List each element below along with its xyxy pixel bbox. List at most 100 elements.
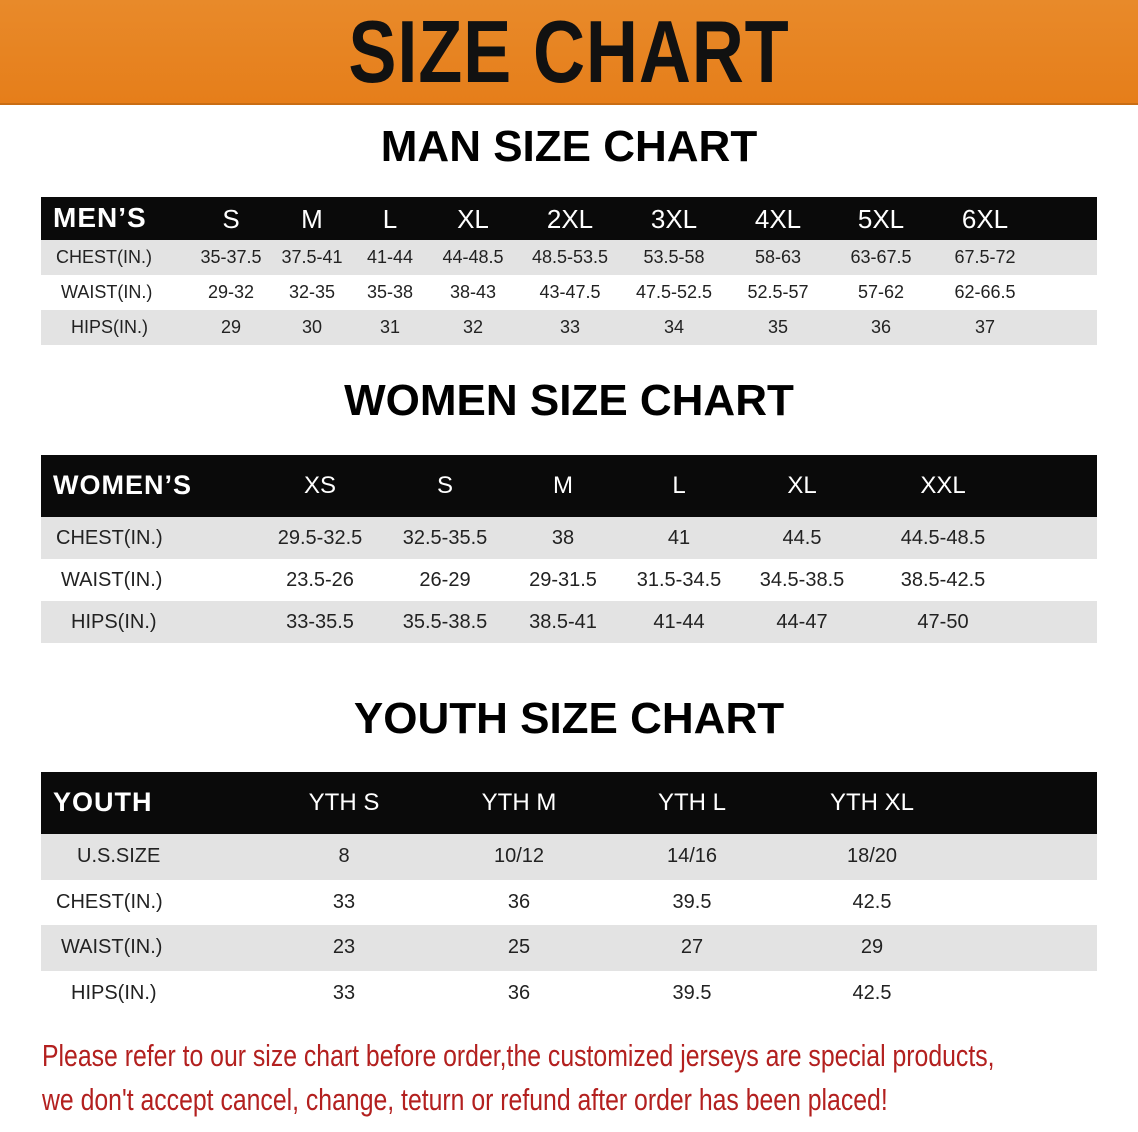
table-cell: 33 [559, 317, 581, 338]
table-cell: 34.5-38.5 [759, 568, 845, 591]
size-header: 3XL [650, 203, 698, 234]
table-cell: 14/16 [666, 845, 718, 868]
table-cell: 32-35 [288, 282, 336, 303]
table-row: HIPS(IN.) 33 36 39.5 42.5 [41, 971, 1097, 1017]
table-cell: 63-67.5 [850, 247, 912, 268]
row-label: CHEST(IN.) [56, 526, 163, 549]
table-row: CHEST(IN.) 33 36 39.5 42.5 [41, 880, 1097, 926]
table-cell: 57-62 [857, 282, 905, 303]
row-label: CHEST(IN.) [56, 247, 152, 268]
table-cell: 44-47 [776, 610, 828, 633]
table-cell: 35 [767, 317, 789, 338]
banner: SIZE CHART [0, 0, 1138, 105]
header-label: MEN’S [53, 202, 147, 234]
table-cell: 42.5 [852, 890, 892, 913]
table-cell: 32 [462, 317, 484, 338]
table-cell: 33 [332, 890, 356, 913]
table-row: U.S.SIZE 8 10/12 14/16 18/20 [41, 834, 1097, 880]
table-cell: 35-37.5 [200, 247, 262, 268]
size-header: 5XL [857, 203, 905, 234]
men-header-row: MEN’S S M L XL 2XL 3XL 4XL 5XL 6XL [41, 197, 1097, 240]
table-cell: 37 [974, 317, 996, 338]
table-cell: 29 [860, 936, 884, 959]
size-header: YTH M [481, 789, 557, 817]
table-cell: 47.5-52.5 [635, 282, 713, 303]
notice-line-2: we don't accept cancel, change, teturn o… [42, 1082, 888, 1117]
size-header: M [553, 472, 573, 500]
table-cell: 18/20 [846, 845, 898, 868]
table-cell: 38-43 [449, 282, 497, 303]
table-cell: 39.5 [672, 981, 712, 1004]
table-cell: 38 [551, 526, 575, 549]
size-header: XXL [920, 472, 966, 500]
row-label: HIPS(IN.) [71, 610, 157, 633]
table-cell: 41 [667, 526, 691, 549]
table-cell: 31 [379, 317, 401, 338]
table-cell: 36 [507, 890, 531, 913]
table-cell: 29.5-32.5 [277, 526, 363, 549]
women-header-row: WOMEN’S XS S M L XL XXL [41, 455, 1097, 517]
row-label: U.S.SIZE [77, 845, 161, 868]
table-cell: 32.5-35.5 [402, 526, 488, 549]
table-cell: 53.5-58 [643, 247, 705, 268]
row-label: HIPS(IN.) [71, 317, 149, 338]
size-header: S [436, 472, 454, 500]
table-row: WAIST(IN.) 23.5-26 26-29 29-31.5 31.5-34.5 34… [41, 559, 1097, 601]
notice-line-1: Please refer to our size chart before or… [42, 1038, 995, 1073]
banner-title: SIZE CHART [348, 2, 790, 101]
table-cell: 38.5-41 [529, 610, 597, 633]
table-cell: 33-35.5 [286, 610, 354, 633]
table-cell: 25 [507, 936, 531, 959]
table-row: HIPS(IN.) 29 30 31 32 33 34 35 36 37 [41, 310, 1097, 345]
table-cell: 30 [301, 317, 323, 338]
table-cell: 8 [338, 845, 350, 868]
size-header: 2XL [546, 203, 594, 234]
table-cell: 58-63 [754, 247, 802, 268]
size-header: L [382, 203, 398, 234]
youth-header-row: YOUTH YTH S YTH M YTH L YTH XL [41, 772, 1097, 834]
table-cell: 35.5-38.5 [402, 610, 488, 633]
row-label: WAIST(IN.) [61, 568, 163, 591]
table-cell: 62-66.5 [954, 282, 1016, 303]
table-cell: 47-50 [917, 610, 969, 633]
header-label: YOUTH [53, 787, 153, 818]
table-cell: 29-32 [207, 282, 255, 303]
size-header: YTH S [308, 789, 380, 817]
table-row: WAIST(IN.) 23 25 27 29 [41, 925, 1097, 971]
row-label: HIPS(IN.) [71, 981, 157, 1004]
size-header: M [301, 203, 323, 234]
table-cell: 35-38 [366, 282, 414, 303]
size-header: YTH L [657, 789, 727, 817]
table-cell: 33 [332, 981, 356, 1004]
size-header: L [672, 472, 686, 500]
table-row: CHEST(IN.) 35-37.5 37.5-41 41-44 44-48.5 48.5… [41, 240, 1097, 275]
table-cell: 44.5-48.5 [900, 526, 986, 549]
table-cell: 41-44 [366, 247, 414, 268]
table-row: WAIST(IN.) 29-32 32-35 35-38 38-43 43-47.5 47.… [41, 275, 1097, 310]
table-cell: 29-31.5 [529, 568, 597, 591]
table-cell: 37.5-41 [281, 247, 343, 268]
table-cell: 26-29 [419, 568, 471, 591]
size-header: XL [787, 472, 817, 500]
table-cell: 48.5-53.5 [531, 247, 609, 268]
size-header: 6XL [961, 203, 1009, 234]
table-cell: 44-48.5 [442, 247, 504, 268]
youth-section-title: YOUTH SIZE CHART [353, 694, 785, 743]
youth-size-table: YOUTH YTH S YTH M YTH L YTH XL U.S.SIZE 8 10/12… [41, 772, 1097, 1016]
table-cell: 43-47.5 [539, 282, 601, 303]
row-label: WAIST(IN.) [61, 282, 153, 303]
size-header: YTH XL [829, 789, 915, 817]
table-cell: 10/12 [493, 845, 545, 868]
table-cell: 41-44 [653, 610, 705, 633]
header-label: WOMEN’S [53, 470, 192, 501]
men-size-table: MEN’S S M L XL 2XL 3XL 4XL 5XL 6XL CHEST(IN.) 35-37… [41, 197, 1097, 345]
table-cell: 29 [220, 317, 242, 338]
table-cell: 27 [680, 936, 704, 959]
table-cell: 67.5-72 [954, 247, 1016, 268]
size-header: XS [303, 472, 337, 500]
table-cell: 31.5-34.5 [636, 568, 722, 591]
table-cell: 38.5-42.5 [900, 568, 986, 591]
table-cell: 34 [663, 317, 685, 338]
table-cell: 23.5-26 [286, 568, 354, 591]
men-section-title: MAN SIZE CHART [380, 122, 758, 171]
